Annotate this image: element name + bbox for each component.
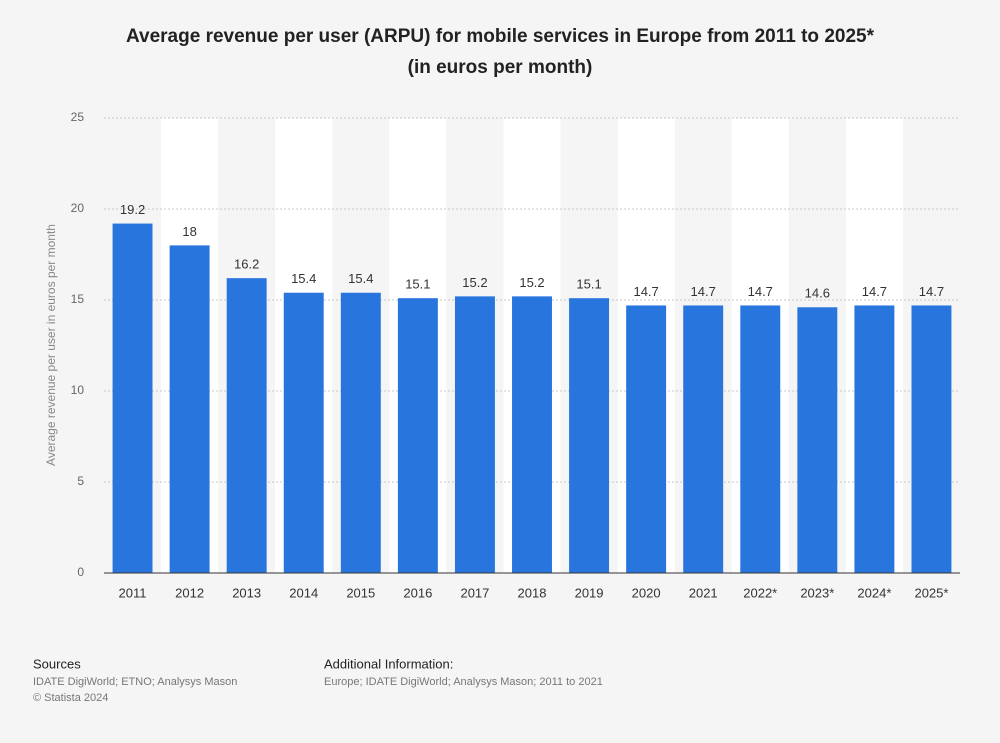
bar	[740, 305, 781, 573]
x-tick-label: 2019	[575, 585, 604, 600]
x-tick-label: 2024*	[857, 585, 891, 600]
x-tick-label: 2018	[518, 585, 547, 600]
value-label: 14.7	[633, 284, 658, 299]
x-tick-label: 2012	[175, 585, 204, 600]
x-tick-label: 2021	[689, 585, 718, 600]
x-tick-label: 2013	[232, 585, 261, 600]
bar	[112, 223, 153, 573]
bar	[397, 298, 438, 573]
bar	[911, 305, 952, 573]
y-tick-label: 10	[71, 383, 85, 397]
value-label: 14.7	[919, 284, 944, 299]
value-label: 15.1	[405, 277, 430, 292]
x-tick-label: 2011	[119, 585, 147, 600]
y-tick-label: 20	[71, 201, 85, 215]
value-label: 19.2	[120, 202, 145, 217]
x-tick-label: 2020	[632, 585, 661, 600]
bar	[283, 292, 324, 573]
y-axis-label: Average revenue per user in euros per mo…	[44, 224, 58, 466]
x-tick-label: 2017	[460, 585, 489, 600]
copyright: © Statista 2024	[33, 692, 108, 704]
bar	[854, 305, 895, 573]
sources: IDATE DigiWorld; ETNO; Analysys Mason	[33, 676, 237, 688]
bar	[512, 296, 552, 573]
y-tick-label: 5	[77, 474, 84, 488]
value-label: 14.7	[748, 284, 773, 299]
info-heading: Additional Information:	[324, 656, 453, 671]
x-tick-label: 2014	[289, 585, 318, 600]
x-tick-label: 2016	[403, 585, 432, 600]
value-label: 16.2	[234, 257, 259, 272]
bar	[626, 305, 667, 573]
chart-title: Average revenue per user (ARPU) for mobi…	[126, 26, 875, 47]
value-label: 15.2	[462, 275, 487, 290]
value-label: 14.6	[805, 286, 830, 301]
x-tick-label: 2025*	[914, 585, 948, 600]
value-label: 14.7	[691, 284, 716, 299]
sources-heading: Sources	[33, 656, 81, 671]
bar	[683, 305, 724, 573]
x-tick-label: 2015	[346, 585, 375, 600]
bar	[569, 298, 610, 573]
bar	[797, 307, 838, 573]
value-label: 15.2	[519, 275, 544, 290]
x-tick-label: 2022*	[743, 585, 777, 600]
bar	[340, 292, 381, 573]
bar	[226, 278, 267, 573]
value-label: 18	[182, 224, 196, 239]
x-tick-label: 2023*	[800, 585, 834, 600]
y-tick-label: 25	[71, 110, 85, 124]
chart-subtitle: (in euros per month)	[408, 57, 593, 78]
value-label: 15.1	[576, 277, 601, 292]
y-tick-label: 15	[71, 292, 85, 306]
value-label: 14.7	[862, 284, 887, 299]
value-label: 15.4	[291, 271, 316, 286]
y-tick-label: 0	[77, 565, 84, 579]
bar	[169, 245, 210, 573]
value-label: 15.4	[348, 271, 373, 286]
bar	[454, 296, 495, 573]
info: Europe; IDATE DigiWorld; Analysys Mason;…	[324, 676, 603, 688]
